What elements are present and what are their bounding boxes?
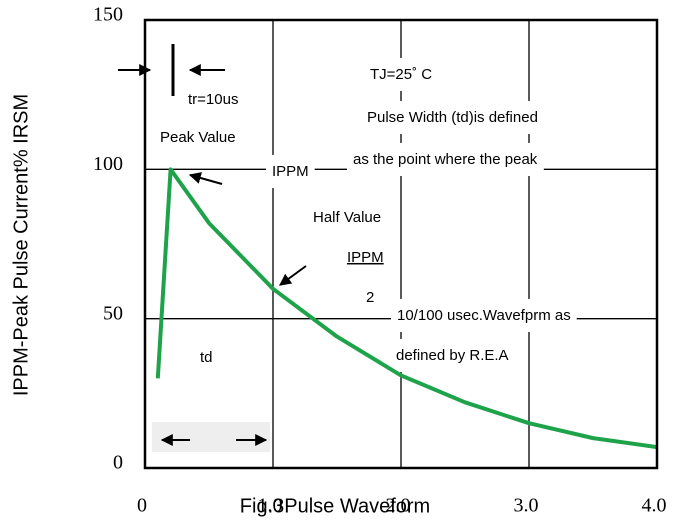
x-tick-label: 0 [137,495,147,517]
y-tick-label: 50 [103,302,123,324]
annotation-bg [360,280,381,314]
annotation: IPPM [347,249,384,266]
annotation-bg [266,154,315,188]
x-tick-label: 1.0 [258,495,283,517]
annotation: Peak Value [160,129,236,146]
y-tick-label: 0 [113,452,123,474]
y-tick-label: 100 [93,153,123,175]
annotation-bg [391,298,577,332]
arrows [118,44,307,446]
annotation: tr=10us [188,91,238,108]
x-tick-label: 2.0 [386,495,411,517]
annotation-bg [390,338,515,372]
annotation-bg [364,57,439,91]
annotation: td [200,349,213,366]
annotation: IPPM [272,163,309,180]
annotation-bg [154,120,242,154]
annotation: as the point where the peak [353,151,538,168]
annotation: Half Value [313,209,381,226]
annotation-bg [307,200,388,234]
annotation-bg [347,142,544,176]
plot-frame [143,18,659,470]
chart-title: Fig.3Pulse Waveform [240,495,430,517]
annotation-bg [341,240,390,274]
y-axis-label: IPPM-Peak Pulse Current% IRSM [10,94,32,396]
td-box [152,422,270,452]
x-tick-label: 4.0 [642,495,667,517]
annotation-bg [182,82,245,116]
y-tick-label: 150 [93,4,123,26]
waveform-line [155,167,658,450]
annotation: 10/100 usec.Wavefprm as [397,307,571,324]
annotation: defined by R.E.A [396,347,509,364]
annotation: TJ=25˚ C [370,66,432,83]
annotation: Pulse Width (td)is defined [367,109,538,126]
annotation: 2 [366,289,374,306]
annotation-bg [361,100,544,134]
annotation-bg [194,340,219,374]
x-tick-label: 3.0 [514,495,539,517]
